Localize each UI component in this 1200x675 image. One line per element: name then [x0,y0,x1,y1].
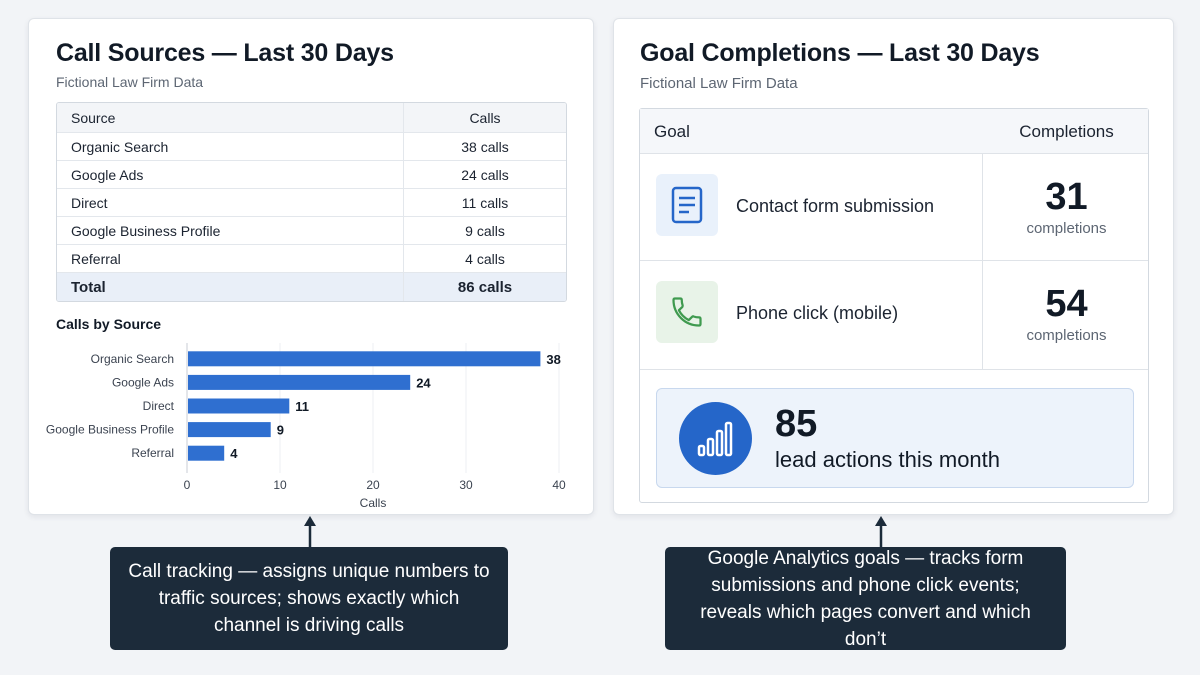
row-calls: 24 calls [461,166,509,183]
data-label: 38 [546,352,560,367]
table-total-row: Total 86 calls [57,273,566,301]
row-source: Google Ads [57,161,404,188]
row-calls: 4 calls [465,250,505,267]
goal-value: 31 [1045,176,1088,218]
table-header-row: Source Calls [57,103,566,133]
category-label: Google Ads [112,375,174,389]
goal-row-contact-form: Contact form submission 31 completions [640,154,1148,261]
lead-actions-value: 85 [775,403,818,445]
card-subtitle: Fictional Law Firm Data [640,75,798,92]
call-tracking-callout: Call tracking — assigns unique numbers t… [110,547,508,650]
bar [188,422,271,438]
table-row: Google Business Profile 9 calls [57,217,566,245]
table-row: Organic Search 38 calls [57,133,566,161]
data-label: 4 [230,446,238,461]
category-label: Direct [143,399,175,413]
goal-label: Contact form submission [736,196,935,216]
bar [188,374,411,390]
goal-unit: completions [1026,220,1107,237]
card-title: Goal Completions — Last 30 Days [640,39,1040,67]
data-label: 9 [277,423,284,438]
form-document-icon [656,174,718,236]
total-value: 86 calls [457,278,513,296]
call-sources-table: Source Calls Organic Search 38 calls Goo… [56,102,567,302]
category-label: Google Business Profile [46,423,174,437]
card-subtitle: Fictional Law Firm Data [56,74,204,90]
lead-actions-label: lead actions this month [775,447,1001,472]
calls-by-source-chart: Calls by Source Organic Search 38 Google Ad… [46,316,566,510]
row-source: Direct [57,189,404,216]
category-label: Referral [131,446,174,460]
row-calls: 38 calls [461,138,509,155]
goal-unit: completions [1026,327,1107,344]
callout-text: Call tracking — assigns unique numbers t… [128,561,490,636]
goal-row-phone-click: Phone click (mobile) 54 completions [640,261,1148,370]
header-source: Source [57,103,404,132]
table-header-row: Goal Completions [640,109,1148,154]
header-calls: Calls [469,109,501,126]
goal-completions-card: Goal Completions — Last 30 Days Fictiona… [613,18,1174,515]
header-completions: Completions [1019,122,1114,141]
total-label: Total [57,273,404,301]
goal-value: 54 [1045,283,1088,325]
callout-text: Google Analytics goals — tracks form sub… [700,547,1031,650]
x-tick-label: 10 [273,478,287,492]
x-axis-label: Calls [360,496,387,510]
row-source: Google Business Profile [57,217,404,244]
row-calls: 11 calls [461,194,509,211]
card-title: Call Sources — Last 30 Days [56,39,394,67]
chart-title: Calls by Source [56,316,161,332]
bar [188,398,290,414]
arrow-up-icon [875,516,887,549]
table-row: Direct 11 calls [57,189,566,217]
phone-icon [656,281,718,343]
row-source: Organic Search [57,133,404,160]
data-label: 24 [416,375,431,390]
x-tick-label: 0 [184,478,191,492]
header-goal: Goal [654,122,690,141]
x-tick-label: 30 [459,478,473,492]
row-source: Referral [57,245,404,272]
data-label: 11 [295,399,309,414]
x-tick-label: 40 [552,478,566,492]
call-sources-card: Call Sources — Last 30 Days Fictional La… [28,18,594,515]
lead-actions-summary: 85 lead actions this month [656,388,1134,488]
arrow-up-icon [304,516,316,549]
bar [188,351,541,367]
analytics-goals-callout: Google Analytics goals — tracks form sub… [665,547,1066,650]
goal-label: Phone click (mobile) [736,303,899,323]
category-label: Organic Search [91,352,174,366]
table-row: Referral 4 calls [57,245,566,273]
goal-completions-table: Goal Completions Contact form submission… [639,108,1149,503]
x-tick-label: 20 [366,478,380,492]
bar-chart-icon [679,402,752,475]
row-calls: 9 calls [465,222,505,239]
bar [188,445,225,461]
table-row: Google Ads 24 calls [57,161,566,189]
